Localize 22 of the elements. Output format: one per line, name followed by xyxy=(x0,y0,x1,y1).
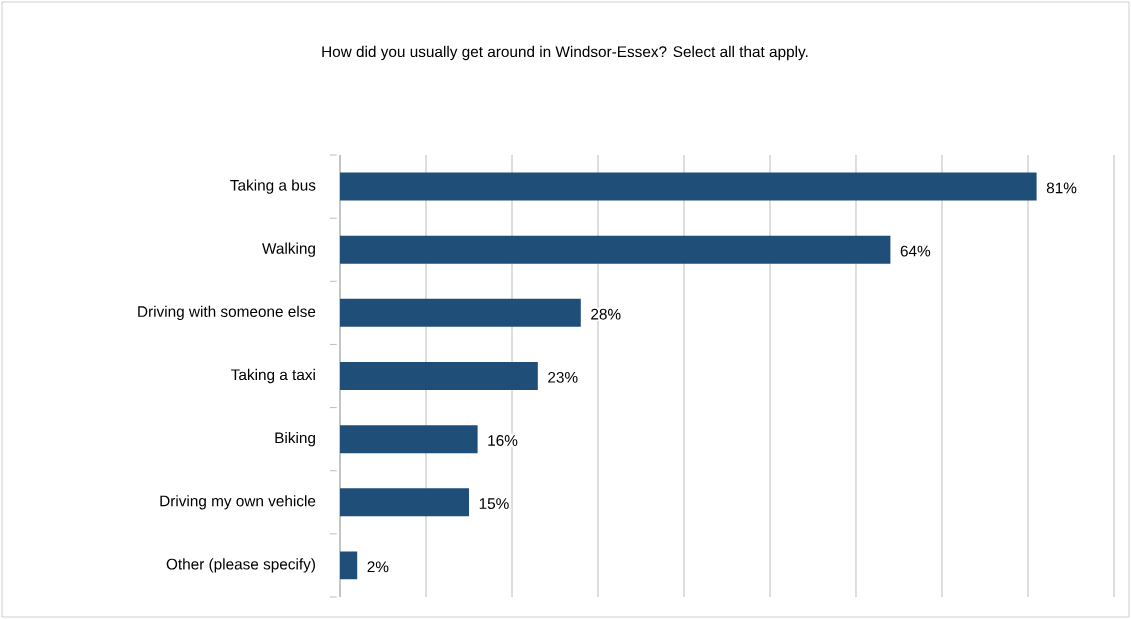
bar xyxy=(340,425,478,454)
y-tick-label: Walking xyxy=(262,242,315,257)
data-label: 2% xyxy=(367,561,389,573)
y-tick-label: Driving with someone else xyxy=(138,305,316,321)
y-tick-label: Other (please specify) xyxy=(166,558,315,573)
bar xyxy=(340,362,538,391)
data-label: 64% xyxy=(900,245,931,257)
y-tick-label: Taking a taxi xyxy=(231,368,315,384)
bar xyxy=(340,488,469,517)
y-tick-label: Taking a bus xyxy=(230,179,316,194)
bar xyxy=(340,298,581,327)
chart-title: How did you usually get around in Windsor-Essex? Select all that apply. xyxy=(322,45,808,61)
data-label: 16% xyxy=(488,435,518,446)
data-label: 15% xyxy=(479,498,509,510)
bar xyxy=(340,235,891,264)
data-label: 28% xyxy=(591,308,621,320)
bar xyxy=(340,551,358,580)
bar xyxy=(340,172,1037,201)
y-tick-label: Driving my own vehicle xyxy=(160,495,316,510)
data-label: 23% xyxy=(548,371,578,383)
y-tick-label: Biking xyxy=(275,432,315,447)
data-label: 81% xyxy=(1046,182,1077,194)
